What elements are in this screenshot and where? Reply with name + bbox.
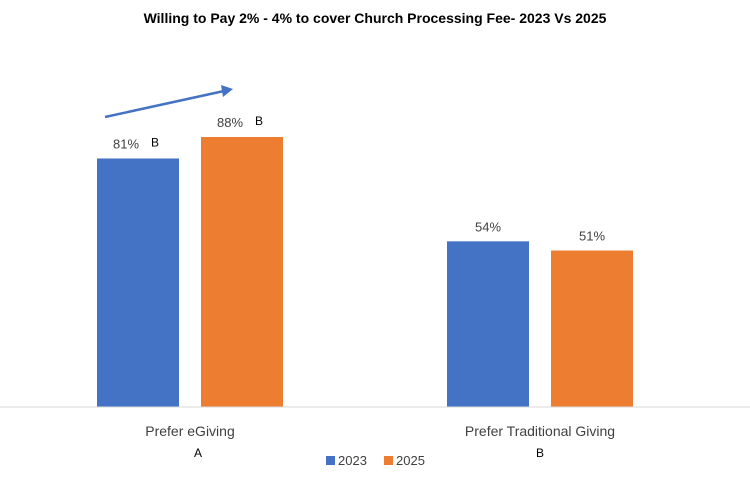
data-label: 81% xyxy=(113,136,139,151)
arrow-shaft xyxy=(104,89,225,119)
category-label: Prefer eGiving xyxy=(145,423,234,439)
bar-2023-2 xyxy=(447,241,529,407)
legend-label: 2025 xyxy=(396,453,425,468)
arrow-head xyxy=(221,85,233,97)
legend-swatch-2023 xyxy=(326,456,335,465)
data-label: 88% xyxy=(217,115,243,130)
legend-label: 2023 xyxy=(338,453,367,468)
legend-swatch-2025 xyxy=(384,456,393,465)
legend: 2023 2025 xyxy=(326,453,425,468)
significance-letter: B xyxy=(255,114,263,128)
bars-group xyxy=(97,137,633,407)
category-label: Prefer Traditional Giving xyxy=(465,423,615,439)
group-letter: A xyxy=(194,446,202,460)
bar-2025-2 xyxy=(551,250,633,407)
significance-letter: B xyxy=(151,135,159,149)
category-labels: Prefer eGiving A Prefer Traditional Giving… xyxy=(145,423,615,460)
bar-2025-1 xyxy=(201,137,283,407)
group-letter: B xyxy=(536,446,544,460)
trend-arrow xyxy=(104,85,233,119)
chart-title: Willing to Pay 2% - 4% to cover Church P… xyxy=(144,10,607,26)
data-label: 54% xyxy=(475,219,501,234)
data-label: 51% xyxy=(579,229,605,244)
labels-group: 81% B 88% B 54% 51% xyxy=(113,114,605,244)
bar-2023-1 xyxy=(97,158,179,407)
